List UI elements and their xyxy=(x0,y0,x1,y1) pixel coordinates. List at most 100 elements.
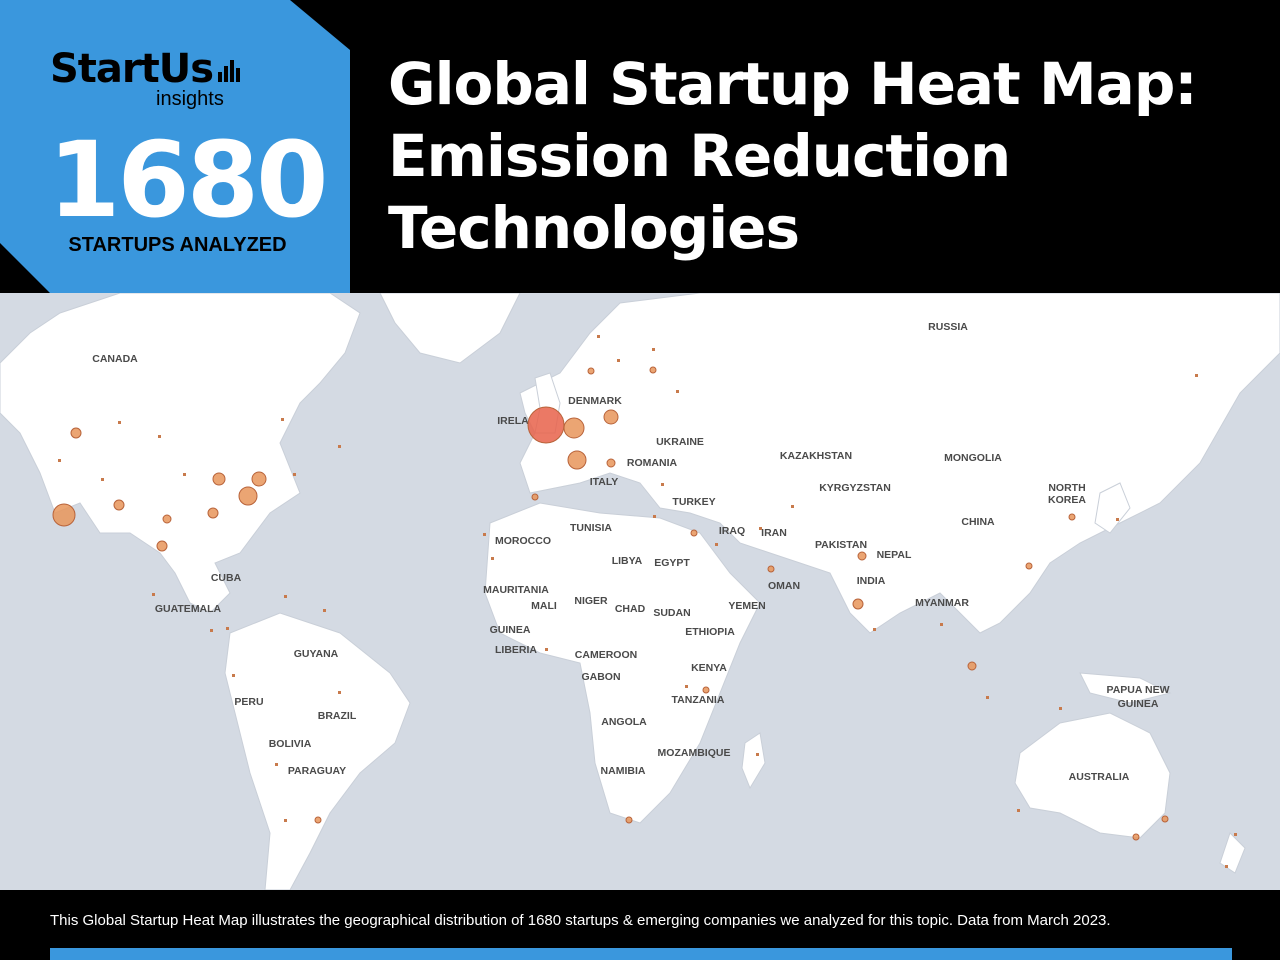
dot-spain xyxy=(531,493,539,501)
dot-texas xyxy=(156,540,168,552)
north-america xyxy=(0,293,361,614)
label-myanmar: MYANMAR xyxy=(915,597,969,609)
startup-count: 1680 xyxy=(48,119,328,241)
eurasia xyxy=(519,293,1280,634)
label-ireland: IRELA xyxy=(497,415,529,427)
dot-us-central xyxy=(113,499,125,511)
madagascar xyxy=(741,732,766,790)
dot-vancouver xyxy=(70,427,82,439)
dot-india-1 xyxy=(857,551,867,561)
new-zealand xyxy=(1219,832,1246,874)
dot-finland xyxy=(649,366,657,374)
bar-chart-icon xyxy=(218,60,242,82)
label-denmark: DENMARK xyxy=(568,395,622,407)
label-north-korea-2: KOREA xyxy=(1048,494,1086,506)
label-mongolia: MONGOLIA xyxy=(944,452,1002,464)
label-papua-new-guinea-2: GUINEA xyxy=(1118,698,1159,710)
dot-benelux xyxy=(563,417,585,439)
land-masses xyxy=(0,293,1280,890)
dot-japan xyxy=(1068,513,1076,521)
label-australia: AUSTRALIA xyxy=(1069,771,1130,783)
dot-china-south xyxy=(1025,562,1033,570)
dot-us-southeast xyxy=(207,507,219,519)
label-gabon: GABON xyxy=(581,671,620,683)
hotspot-uk xyxy=(527,406,565,444)
label-iraq: IRAQ xyxy=(719,525,745,537)
label-sudan: SUDAN xyxy=(653,607,690,619)
japan xyxy=(1094,482,1131,534)
label-yemen: YEMEN xyxy=(728,600,765,612)
dot-kansas xyxy=(162,514,172,524)
label-russia: RUSSIA xyxy=(928,321,968,333)
dot-kenya xyxy=(702,686,710,694)
dot-california xyxy=(52,503,76,527)
label-cuba: CUBA xyxy=(211,572,242,584)
dot-us-midwest xyxy=(212,472,226,486)
label-oman: OMAN xyxy=(768,580,800,592)
label-libya: LIBYA xyxy=(612,555,643,567)
africa xyxy=(484,502,761,824)
label-tanzania: TANZANIA xyxy=(672,694,725,706)
footer-accent-bar xyxy=(50,948,1232,960)
footer: This Global Startup Heat Map illustrates… xyxy=(0,890,1280,960)
label-ukraine: UKRAINE xyxy=(656,436,704,448)
label-china: CHINA xyxy=(961,516,995,528)
dot-austria xyxy=(606,458,616,468)
label-mali: MALI xyxy=(531,600,557,612)
label-romania: ROMANIA xyxy=(627,457,678,469)
dot-south-africa xyxy=(625,816,633,824)
world-map: RUSSIA CANADA DENMARK IRELA UKRAINE ROMA… xyxy=(0,293,1280,890)
label-egypt: EGYPT xyxy=(654,557,690,569)
dot-switzerland xyxy=(567,450,587,470)
dot-us-east-2 xyxy=(251,471,267,487)
label-tunisia: TUNISIA xyxy=(570,522,612,534)
startus-logo: StartUs insights xyxy=(50,48,240,110)
title-line-3: Technologies xyxy=(388,194,800,262)
label-kenya: KENYA xyxy=(691,662,727,674)
label-mauritania: MAURITANIA xyxy=(483,584,549,596)
label-pakistan: PAKISTAN xyxy=(815,539,867,551)
label-namibia: NAMIBIA xyxy=(601,765,646,777)
label-iran: IRAN xyxy=(761,527,787,539)
label-india: INDIA xyxy=(857,575,886,587)
label-peru: PERU xyxy=(234,696,263,708)
label-north-korea-1: NORTH xyxy=(1048,482,1085,494)
label-paraguay: PARAGUAY xyxy=(288,765,346,777)
new-guinea xyxy=(1079,672,1172,704)
dot-melbourne xyxy=(1132,833,1140,841)
title-line-1: Global Startup Heat Map: xyxy=(388,50,1198,118)
label-ethiopia: ETHIOPIA xyxy=(685,626,735,638)
dot-sydney xyxy=(1161,815,1169,823)
footer-note: This Global Startup Heat Map illustrates… xyxy=(50,912,1111,929)
label-bolivia: BOLIVIA xyxy=(269,738,312,750)
label-turkey: TURKEY xyxy=(672,496,715,508)
logo-sub: insights xyxy=(156,88,224,110)
dot-denmark xyxy=(603,409,619,425)
australia xyxy=(1014,712,1171,839)
label-angola: ANGOLA xyxy=(601,716,647,728)
label-canada: CANADA xyxy=(92,353,138,365)
label-nepal: NEPAL xyxy=(877,549,912,561)
label-italy: ITALY xyxy=(590,476,619,488)
dot-india-2 xyxy=(852,598,864,610)
title-line-2: Emission Reduction xyxy=(388,122,1011,190)
country-labels: RUSSIA CANADA DENMARK IRELA UKRAINE ROMA… xyxy=(92,321,1169,783)
stats-panel: StartUs insights 1680 STARTUPS ANALYZED xyxy=(0,0,350,293)
label-chad: CHAD xyxy=(615,603,646,615)
startup-dots xyxy=(52,335,1237,868)
dot-brazil-south xyxy=(314,816,322,824)
label-papua-new-guinea-1: PAPUA NEW xyxy=(1107,684,1170,696)
label-guinea: GUINEA xyxy=(490,624,531,636)
dot-sweden xyxy=(587,367,595,375)
dot-uae xyxy=(767,565,775,573)
greenland xyxy=(379,293,521,364)
startup-count-caption: STARTUPS ANALYZED xyxy=(68,234,287,256)
page-title: Global Startup Heat Map: Emission Reduct… xyxy=(388,48,1268,264)
label-guatemala: GUATEMALA xyxy=(155,603,222,615)
dot-israel xyxy=(690,529,698,537)
label-morocco: MOROCCO xyxy=(495,535,551,547)
south-america xyxy=(224,612,411,890)
label-brazil: BRAZIL xyxy=(318,710,357,722)
dot-singapore xyxy=(967,661,977,671)
label-liberia: LIBERIA xyxy=(495,644,537,656)
